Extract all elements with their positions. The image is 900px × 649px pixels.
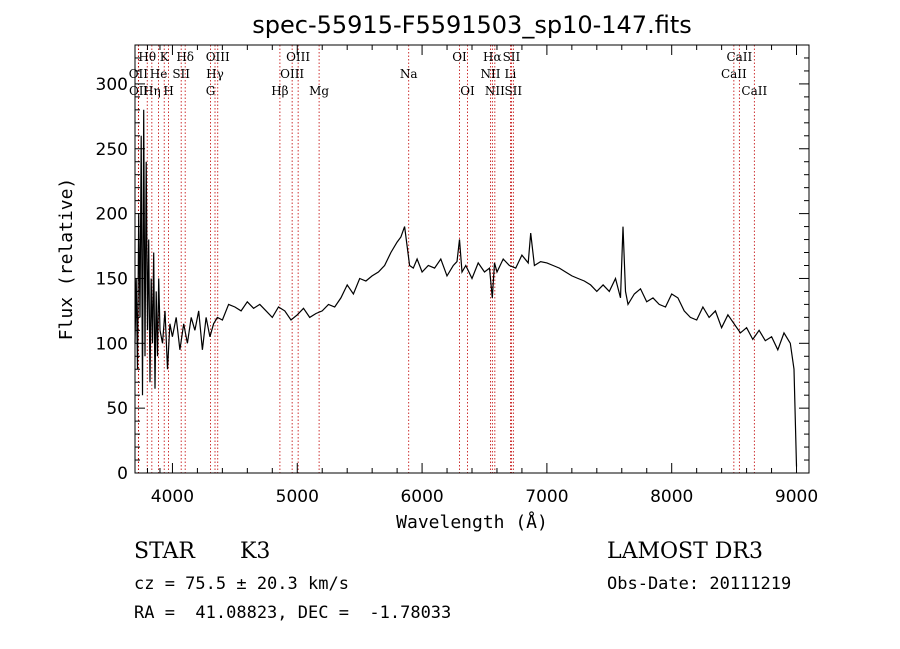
line-label: NII [480,67,500,81]
line-label: Hη [143,84,161,98]
line-label: OIII [206,50,230,64]
chart-title: spec-55915-F5591503_sp10-147.fits [252,11,691,39]
line-label: OII [129,67,149,81]
line-label: Na [400,67,418,81]
x-tick-label: 4000 [151,487,194,507]
line-label: H [163,84,173,98]
y-tick-label: 300 [96,75,128,95]
x-tick-label: 7000 [525,487,568,507]
line-label: SII [172,67,190,81]
line-label: G [206,84,216,98]
line-label: Hγ [206,67,224,81]
spectral-line-labels: Hθ OII OII K He Hη H SII Hδ OIII Hγ G Hβ OIII OIII Mg Na… [129,50,768,98]
spectral-line-markers [137,45,755,473]
line-label: CaII [721,67,747,81]
line-label: CaII [741,84,767,98]
object-subclass: K3 [240,539,271,564]
y-tick-label: 50 [106,399,128,419]
line-label: NII [485,84,505,98]
line-label: SII [504,84,522,98]
line-label: Li [505,67,517,81]
object-class: STAR [134,539,195,564]
survey-name: LAMOST DR3 [607,539,763,564]
y-axis-ticks: 0 50 100 150 200 250 300 [96,57,809,484]
line-label: K [160,50,170,64]
line-label: OI [460,84,475,98]
line-label: OIII [286,50,310,64]
observation-date: Obs-Date: 20111219 [607,574,792,594]
line-label: Mg [309,84,329,98]
x-axis-label: Wavelength (Å) [396,511,548,533]
ra-dec-coordinates: RA = 41.08823, DEC = -1.78033 [134,603,452,623]
x-tick-label: 9000 [775,487,818,507]
y-axis-label: Flux (relative) [56,178,77,341]
line-label: OI [452,50,467,64]
y-tick-label: 250 [96,140,128,160]
line-label: SII [503,50,521,64]
line-label: CaII [726,50,752,64]
plot-frame [134,44,810,474]
redshift-cz: cz = 75.5 ± 20.3 km/s [134,574,349,594]
x-tick-label: 6000 [400,487,443,507]
x-tick-label: 8000 [650,487,693,507]
y-tick-label: 200 [96,205,128,225]
line-label: Hδ [176,50,194,64]
line-label: Hθ [138,50,156,64]
line-label: Hβ [271,84,288,98]
line-label: OII [129,84,149,98]
flux-series-line [134,109,798,467]
line-label: Hα [483,50,502,64]
y-tick-label: 0 [117,464,128,484]
line-label: OIII [280,67,304,81]
x-tick-label: 5000 [276,487,319,507]
y-tick-label: 100 [96,334,128,354]
line-label: He [150,67,168,81]
x-axis-ticks: 4000 5000 6000 7000 8000 9000 [146,45,818,507]
y-tick-label: 150 [96,269,128,289]
